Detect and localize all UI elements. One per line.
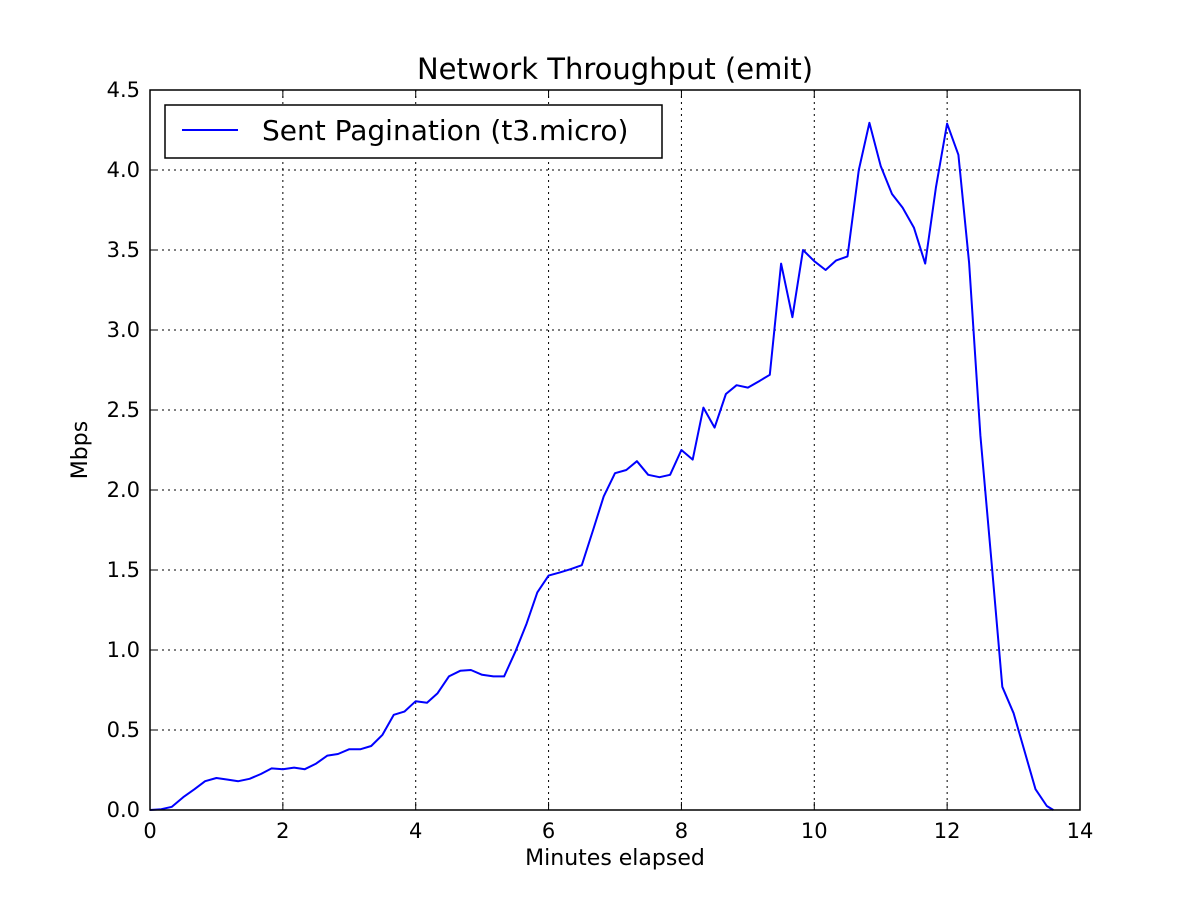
y-tick-label: 4.0 xyxy=(107,158,140,182)
x-tick-label: 6 xyxy=(542,819,555,843)
legend-label-sent-pagination: Sent Pagination (t3.micro) xyxy=(262,114,628,147)
grid xyxy=(150,90,1080,810)
x-tick-label: 0 xyxy=(143,819,156,843)
y-tick-label: 1.0 xyxy=(107,638,140,662)
series-layer xyxy=(149,121,1054,811)
y-tick-label: 1.5 xyxy=(107,558,140,582)
legend-box xyxy=(164,104,663,159)
x-tick-label: 2 xyxy=(276,819,289,843)
legend: Sent Pagination (t3.micro) xyxy=(164,104,663,159)
plot-frame xyxy=(149,89,1081,811)
y-tick-label: 0.5 xyxy=(107,718,140,742)
x-tick-label: 4 xyxy=(409,819,422,843)
y-tick-label: 0.0 xyxy=(107,798,140,822)
y-tick-label: 3.0 xyxy=(107,318,140,342)
x-tick-label: 8 xyxy=(675,819,688,843)
x-tick-label: 10 xyxy=(801,819,828,843)
y-tick-label: 2.0 xyxy=(107,478,140,502)
chart-title: Network Throughput (emit) xyxy=(417,52,813,86)
ticks: 0 2 4 6 8 10 12 14 0.0 0.5 1.0 1.5 2.0 2.5 3.0 3.5 4.0 4.… xyxy=(107,78,1094,843)
y-tick-label: 4.5 xyxy=(107,78,140,102)
y-axis-label: Mbps xyxy=(68,421,93,479)
x-tick-label: 14 xyxy=(1067,819,1094,843)
y-tick-label: 2.5 xyxy=(107,398,140,422)
y-tick-label: 3.5 xyxy=(107,238,140,262)
series-line-sent-pagination xyxy=(149,121,1054,811)
x-axis-label: Minutes elapsed xyxy=(525,846,705,871)
x-tick-label: 12 xyxy=(934,819,961,843)
